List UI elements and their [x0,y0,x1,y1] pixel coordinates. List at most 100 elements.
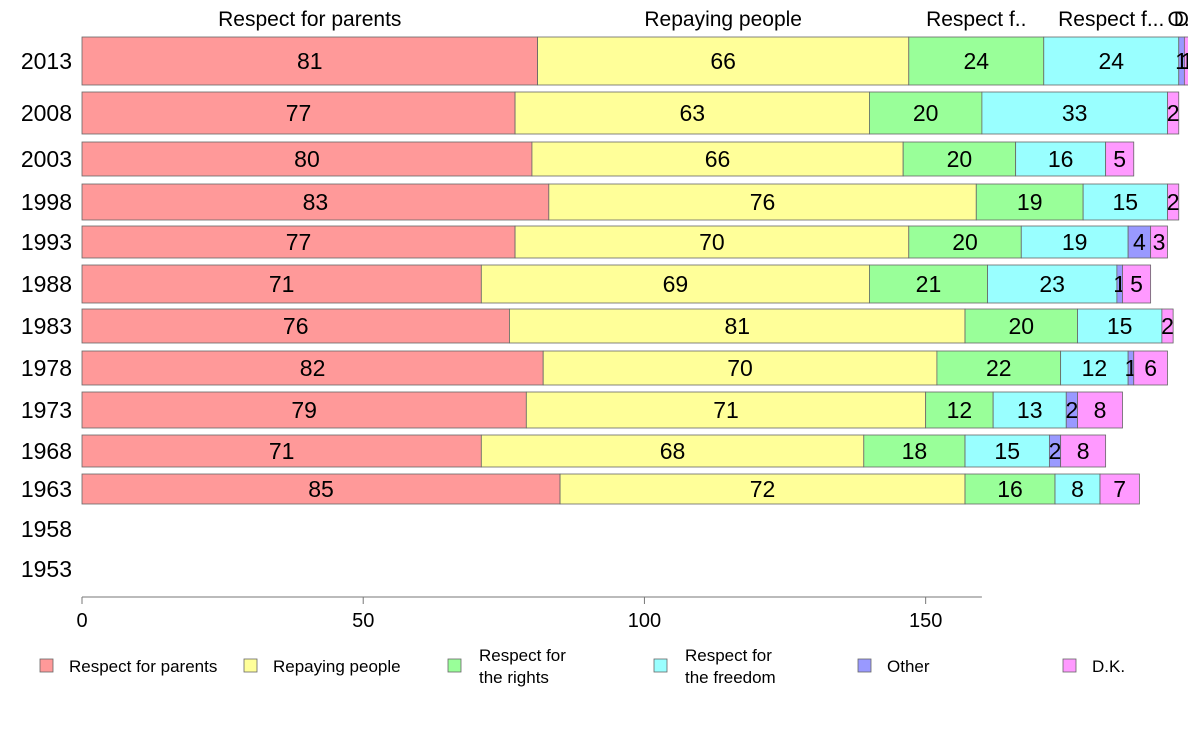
top-series-label: Respect f.. [926,8,1026,31]
data-label: 81 [297,48,323,74]
top-series-label: O.. [1168,8,1188,31]
legend-label: the freedom [685,668,776,687]
data-label: 12 [1082,355,1108,381]
data-label: 77 [286,229,312,255]
data-label: 20 [947,146,973,172]
legend-swatch [447,658,462,673]
bar-segment [1150,225,1168,259]
legend-swatch [243,658,258,673]
data-label: 70 [727,355,753,381]
data-label: 2 [1167,189,1180,215]
bar-segment [1161,308,1174,344]
data-label: 15 [1107,313,1133,339]
bar-segment [81,434,482,468]
bar-segment [1020,225,1129,259]
data-label: 19 [1017,189,1043,215]
bar-segment [964,308,1078,344]
top-series-label: D.. [1174,8,1188,31]
bar-segment [1054,473,1101,505]
top-series-label: Repaying people [644,8,802,31]
top-series-label: Respect f... [1058,8,1164,31]
y-axis-label: 2003 [21,146,72,172]
legend-swatch [39,658,54,673]
data-label: 66 [705,146,731,172]
y-axis-label: 1998 [21,189,72,215]
data-label: 81 [724,313,750,339]
x-axis: 0 50 100 150 [76,596,982,632]
data-label: 76 [750,189,776,215]
bar-segment [1167,183,1180,221]
bar-segment [1133,350,1168,386]
bar-segment [964,473,1056,505]
legend-label: the rights [479,668,549,687]
data-label: 5 [1113,146,1126,172]
data-label: 82 [300,355,326,381]
data-label: 3 [1153,229,1166,255]
bar-segment [1082,183,1168,221]
data-label: 18 [902,438,928,464]
data-label: 19 [1062,229,1088,255]
y-axis-label: 1993 [21,229,72,255]
data-label: 69 [663,271,689,297]
x-tick-label: 0 [76,610,87,632]
bar-segment [869,91,983,135]
bar-segment [525,391,927,429]
bar-segment [869,264,988,304]
data-label: 7 [1113,476,1126,502]
data-label: 8 [1077,438,1090,464]
y-axis-label: 1988 [21,271,72,297]
top-series-labels: Respect for parents Repaying people Respec… [218,8,1188,31]
data-label: 66 [710,48,736,74]
legend-label: Repaying people [273,657,401,676]
y-axis-label: 1978 [21,355,72,381]
y-axis-labels: 2013 2008 2003 1998 1993 1988 1983 1978 1973 1968… [21,48,72,582]
bar-segment [548,183,977,221]
data-label: 22 [986,355,1012,381]
bar-segment [514,91,870,135]
data-label: 5 [1130,271,1143,297]
data-label: 16 [997,476,1023,502]
bar-segment [509,308,966,344]
data-label: 23 [1039,271,1065,297]
y-axis-label: 1958 [21,516,72,542]
data-label: 12 [947,397,973,423]
bar-segment [1167,91,1180,135]
data-label: 24 [1098,48,1124,74]
legend-swatch [653,658,668,673]
bar-segment [1060,350,1129,386]
bar-segment [925,391,994,429]
y-axis-label: 1953 [21,556,72,582]
legend: Respect for parents Repaying people Respec… [39,646,1125,687]
x-tick-label: 100 [628,610,661,632]
bar-segment [559,473,966,505]
bar-segment [981,91,1168,135]
bar-segment [81,264,482,304]
bar-segment [81,308,510,344]
y-axis-label: 2008 [21,100,72,126]
data-label: 15 [1113,189,1139,215]
x-tick-label: 150 [909,610,942,632]
data-label: 33 [1062,100,1088,126]
legend-label: Other [887,657,930,676]
bar-segment [902,141,1017,177]
data-label: 80 [294,146,320,172]
bar-segment [1099,473,1140,505]
bar-segment [81,141,533,177]
data-label: 20 [952,229,978,255]
legend-label: Respect for [685,646,772,665]
data-label: 77 [286,100,312,126]
data-label: 71 [713,397,739,423]
data-label: 71 [269,438,295,464]
data-label: 63 [679,100,705,126]
data-label: 21 [916,271,942,297]
legend-label: Respect for [479,646,566,665]
data-label: 24 [963,48,989,74]
legend-swatch [857,658,872,673]
data-label: 71 [269,271,295,297]
y-axis-label: 2013 [21,48,72,74]
data-label: 2 [1049,438,1062,464]
bar-segment [537,36,910,86]
x-tick-label: 50 [352,610,374,632]
bar-segment [81,225,516,259]
